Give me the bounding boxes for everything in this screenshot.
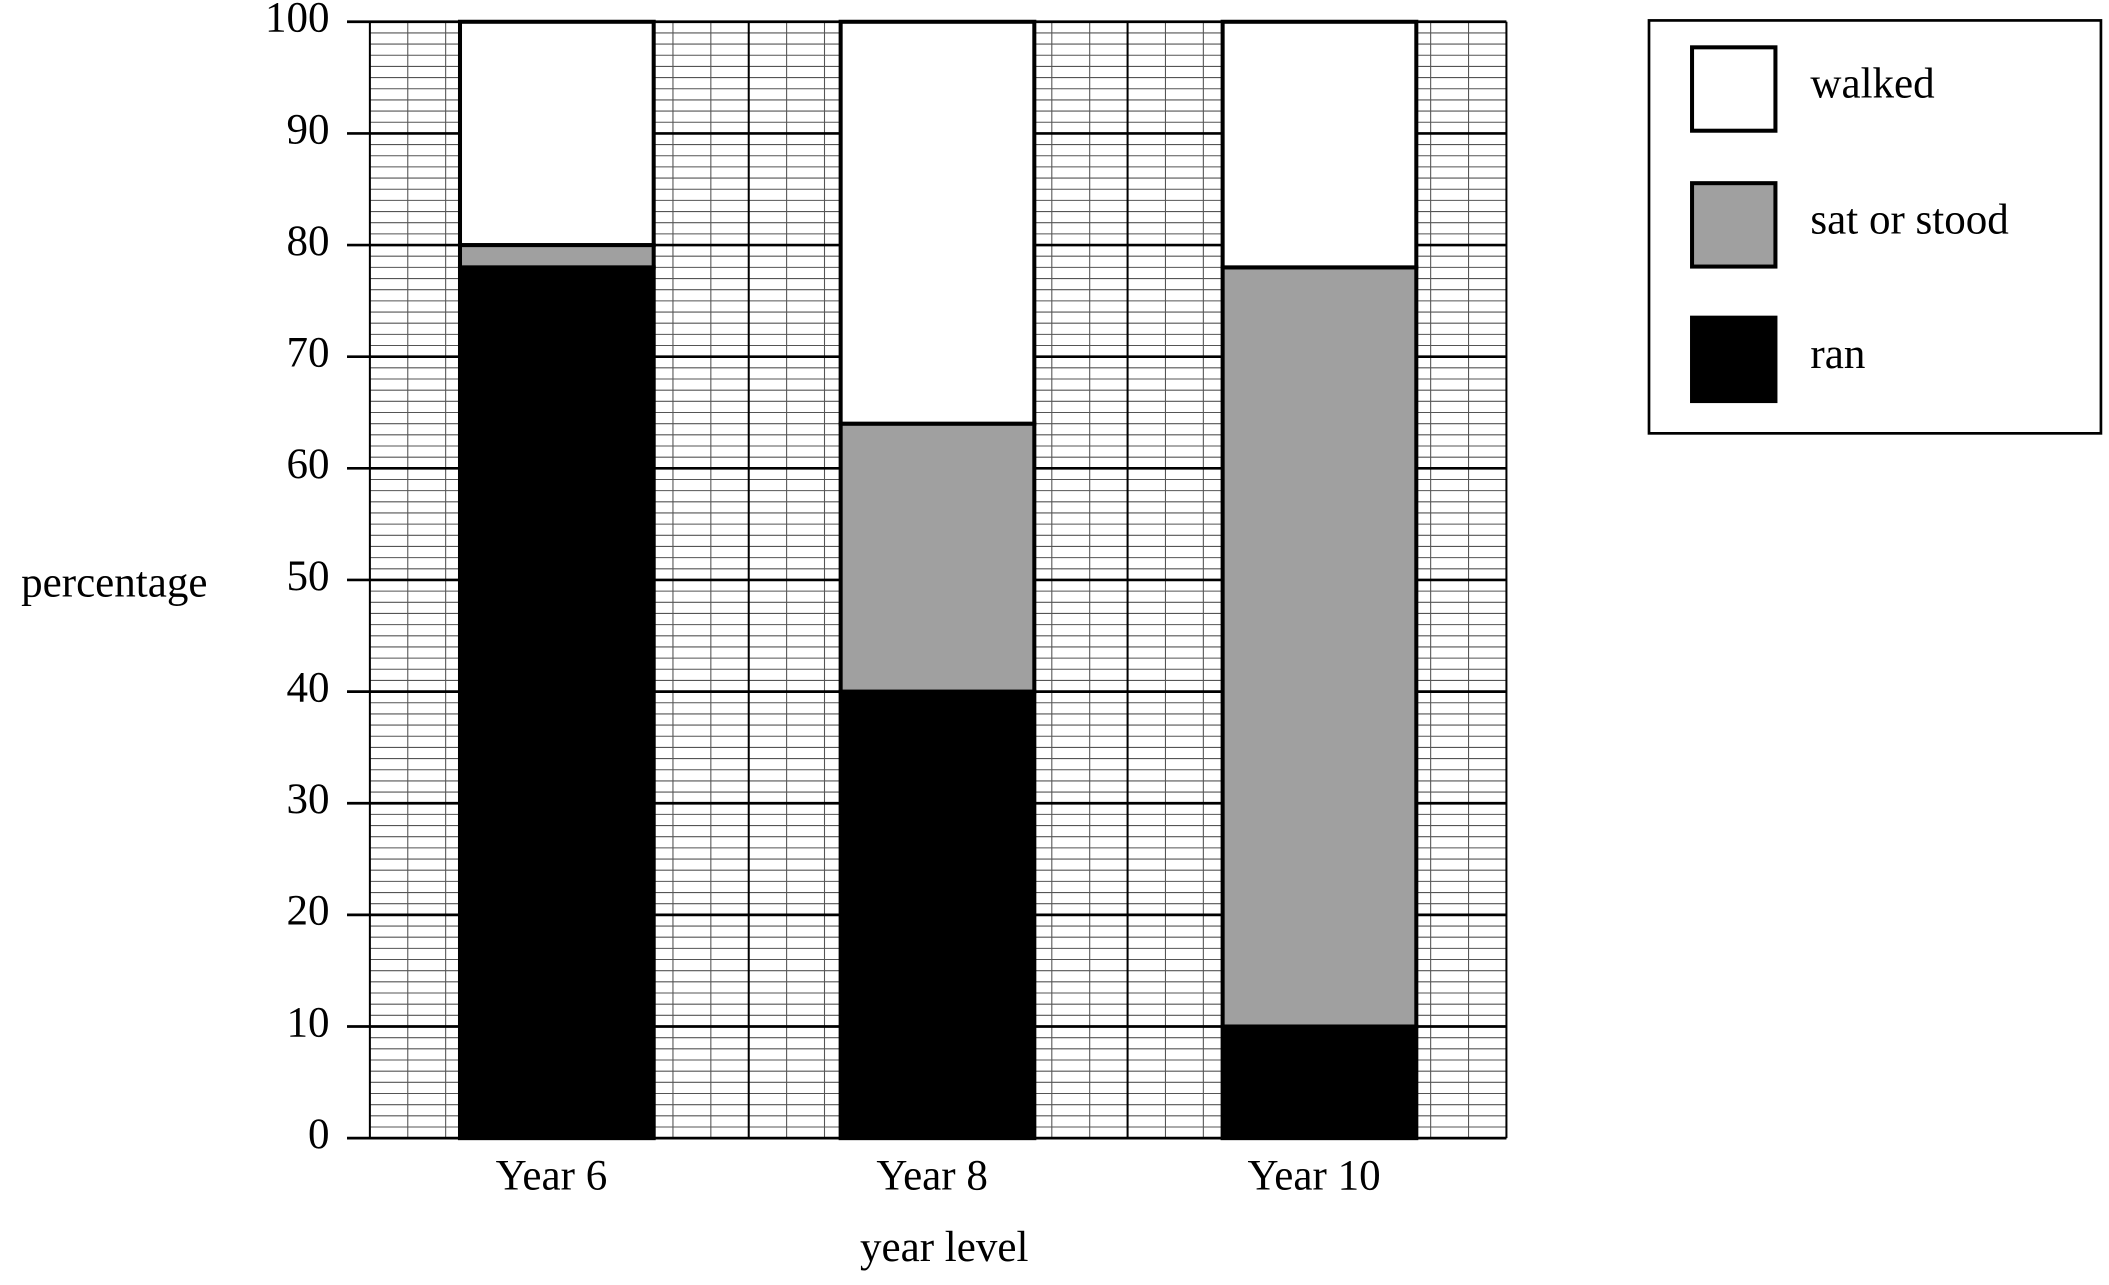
- y-tick-label: 30: [287, 776, 330, 823]
- y-tick-label: 90: [287, 106, 330, 153]
- y-tick-label: 70: [287, 330, 330, 377]
- bar-segment: [457, 19, 656, 248]
- y-tick-label: 50: [287, 553, 330, 600]
- bar-segment: [838, 19, 1037, 426]
- bar-segment: [838, 421, 1037, 694]
- y-tick-label: 60: [287, 441, 330, 488]
- y-tick-label: 20: [287, 888, 330, 935]
- x-tick-label: Year 8: [876, 1153, 988, 1200]
- y-tick-label: 40: [287, 664, 330, 711]
- x-tick-label: Year 10: [1248, 1153, 1381, 1200]
- bar-segment: [1220, 265, 1419, 1029]
- legend-swatch: [1690, 315, 1778, 404]
- legend-label: ran: [1810, 331, 1865, 378]
- bar-segment: [1220, 19, 1419, 270]
- y-tick-label: 100: [265, 0, 330, 42]
- legend-swatch: [1690, 181, 1778, 269]
- legend-label: walked: [1810, 61, 1934, 108]
- legend-label: sat or stood: [1810, 196, 2008, 243]
- y-tick-label: 0: [308, 1111, 330, 1158]
- bar-segment: [457, 243, 656, 270]
- bar-segment: [1220, 1024, 1419, 1141]
- y-tick-label: 80: [287, 218, 330, 265]
- bar-segment: [838, 689, 1037, 1141]
- bar-segment: [457, 265, 656, 1141]
- y-axis-label: percentage: [21, 560, 207, 607]
- x-tick-label: Year 6: [496, 1153, 608, 1200]
- y-tick-label: 10: [287, 999, 330, 1046]
- legend-swatch: [1690, 45, 1778, 133]
- x-axis-label: year level: [860, 1224, 1028, 1271]
